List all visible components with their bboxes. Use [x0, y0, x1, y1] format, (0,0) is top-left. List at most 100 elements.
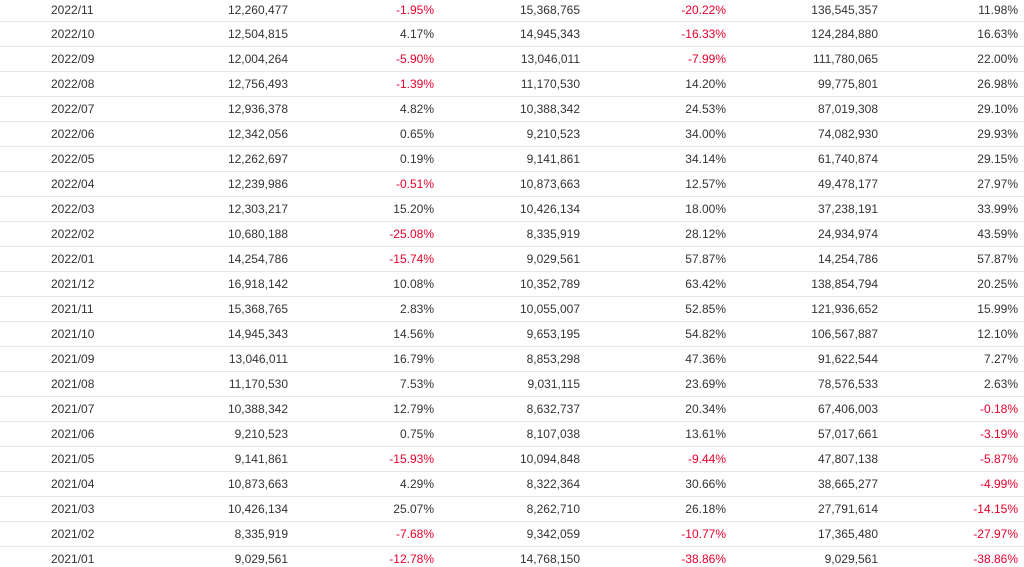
table-row: 2021/07 10,388,342 12.79% 8,632,737 20.34% 67…	[0, 396, 1024, 422]
table-row: 2022/07 12,936,378 4.82% 10,388,342 24.53% 87…	[0, 96, 1024, 122]
cell-cumulative-yoy: -38.86%	[878, 546, 1024, 567]
cell-revenue: 11,170,530	[96, 371, 288, 397]
cell-revenue-yoy: 34.14%	[580, 146, 726, 172]
table-row: 2021/10 14,945,343 14.56% 9,653,195 54.82% 10…	[0, 321, 1024, 347]
cell-revenue: 15,368,765	[96, 296, 288, 322]
table-row: 2022/03 12,303,217 15.20% 10,426,134 18.00% 3…	[0, 196, 1024, 222]
cell-revenue: 12,504,815	[96, 21, 288, 47]
cell-revenue: 10,873,663	[96, 471, 288, 497]
cell-revenue-mom: 25.07%	[288, 496, 434, 522]
cell-cumulative-revenue: 124,284,880	[726, 21, 878, 47]
cell-revenue: 16,918,142	[96, 271, 288, 297]
cell-last-year-revenue: 11,170,530	[434, 71, 580, 97]
cell-month: 2021/08	[0, 371, 96, 397]
cell-cumulative-revenue: 74,082,930	[726, 121, 878, 147]
cell-revenue: 12,260,477	[96, 0, 288, 22]
cell-revenue-yoy: -10.77%	[580, 521, 726, 547]
cell-cumulative-revenue: 61,740,874	[726, 146, 878, 172]
cell-month: 2021/01	[0, 546, 96, 567]
cell-revenue: 12,239,986	[96, 171, 288, 197]
cell-revenue: 12,004,264	[96, 46, 288, 72]
cell-revenue-yoy: -7.99%	[580, 46, 726, 72]
cell-revenue-mom: 0.75%	[288, 421, 434, 447]
cell-last-year-revenue: 9,141,861	[434, 146, 580, 172]
cell-last-year-revenue: 10,388,342	[434, 96, 580, 122]
cell-revenue-yoy: 14.20%	[580, 71, 726, 97]
cell-month: 2022/11	[0, 0, 96, 22]
cell-revenue-yoy: -16.33%	[580, 21, 726, 47]
cell-last-year-revenue: 10,426,134	[434, 196, 580, 222]
cell-cumulative-yoy: 15.99%	[878, 296, 1024, 322]
cell-cumulative-yoy: 43.59%	[878, 221, 1024, 247]
cell-revenue-mom: 10.08%	[288, 271, 434, 297]
cell-revenue-yoy: 12.57%	[580, 171, 726, 197]
cell-cumulative-yoy: 27.97%	[878, 171, 1024, 197]
cell-month: 2022/06	[0, 121, 96, 147]
cell-last-year-revenue: 10,873,663	[434, 171, 580, 197]
cell-revenue-yoy: 30.66%	[580, 471, 726, 497]
table-row: 2021/02 8,335,919 -7.68% 9,342,059 -10.77% 17…	[0, 521, 1024, 547]
cell-cumulative-revenue: 47,807,138	[726, 446, 878, 472]
cell-cumulative-revenue: 106,567,887	[726, 321, 878, 347]
cell-month: 2021/05	[0, 446, 96, 472]
cell-revenue: 12,936,378	[96, 96, 288, 122]
cell-revenue-yoy: 24.53%	[580, 96, 726, 122]
cell-last-year-revenue: 8,853,298	[434, 346, 580, 372]
cell-last-year-revenue: 10,055,007	[434, 296, 580, 322]
cell-month: 2022/01	[0, 246, 96, 272]
cell-last-year-revenue: 13,046,011	[434, 46, 580, 72]
cell-revenue: 12,262,697	[96, 146, 288, 172]
table-row: 2022/09 12,004,264 -5.90% 13,046,011 -7.99% 1…	[0, 46, 1024, 72]
table-row: 2021/03 10,426,134 25.07% 8,262,710 26.18% 27…	[0, 496, 1024, 522]
table-row: 2021/12 16,918,142 10.08% 10,352,789 63.42% 1…	[0, 271, 1024, 297]
cell-cumulative-yoy: 16.63%	[878, 21, 1024, 47]
cell-revenue-yoy: 54.82%	[580, 321, 726, 347]
cell-revenue-mom: -7.68%	[288, 521, 434, 547]
cell-cumulative-revenue: 99,775,801	[726, 71, 878, 97]
cell-month: 2021/03	[0, 496, 96, 522]
cell-month: 2021/02	[0, 521, 96, 547]
cell-revenue-mom: -5.90%	[288, 46, 434, 72]
cell-revenue: 14,254,786	[96, 246, 288, 272]
cell-revenue-mom: 4.82%	[288, 96, 434, 122]
cell-cumulative-revenue: 37,238,191	[726, 196, 878, 222]
cell-last-year-revenue: 9,653,195	[434, 321, 580, 347]
cell-revenue-mom: -0.51%	[288, 171, 434, 197]
cell-cumulative-revenue: 91,622,544	[726, 346, 878, 372]
cell-revenue-mom: 12.79%	[288, 396, 434, 422]
cell-month: 2022/09	[0, 46, 96, 72]
table-row: 2021/01 9,029,561 -12.78% 14,768,150 -38.86%…	[0, 546, 1024, 567]
cell-revenue-mom: 14.56%	[288, 321, 434, 347]
cell-month: 2022/08	[0, 71, 96, 97]
cell-last-year-revenue: 8,632,737	[434, 396, 580, 422]
cell-last-year-revenue: 15,368,765	[434, 0, 580, 22]
cell-cumulative-revenue: 49,478,177	[726, 171, 878, 197]
cell-revenue-yoy: 57.87%	[580, 246, 726, 272]
cell-cumulative-yoy: 12.10%	[878, 321, 1024, 347]
cell-revenue: 10,680,188	[96, 221, 288, 247]
cell-cumulative-revenue: 24,934,974	[726, 221, 878, 247]
cell-revenue: 14,945,343	[96, 321, 288, 347]
cell-cumulative-yoy: 11.98%	[878, 0, 1024, 22]
cell-revenue-mom: 7.53%	[288, 371, 434, 397]
cell-revenue-yoy: 63.42%	[580, 271, 726, 297]
cell-cumulative-yoy: -3.19%	[878, 421, 1024, 447]
table-row: 2022/02 10,680,188 -25.08% 8,335,919 28.12% 2…	[0, 221, 1024, 247]
cell-revenue: 10,388,342	[96, 396, 288, 422]
cell-cumulative-revenue: 14,254,786	[726, 246, 878, 272]
cell-revenue-yoy: -9.44%	[580, 446, 726, 472]
cell-revenue-yoy: 47.36%	[580, 346, 726, 372]
cell-cumulative-yoy: -14.15%	[878, 496, 1024, 522]
cell-revenue-yoy: -38.86%	[580, 546, 726, 567]
cell-revenue-mom: 16.79%	[288, 346, 434, 372]
cell-month: 2022/03	[0, 196, 96, 222]
table-row: 2021/05 9,141,861 -15.93% 10,094,848 -9.44% 4…	[0, 446, 1024, 472]
cell-cumulative-revenue: 136,545,357	[726, 0, 878, 22]
cell-cumulative-yoy: 2.63%	[878, 371, 1024, 397]
table-row: 2022/04 12,239,986 -0.51% 10,873,663 12.57% 4…	[0, 171, 1024, 197]
cell-cumulative-revenue: 9,029,561	[726, 546, 878, 567]
cell-cumulative-yoy: 20.25%	[878, 271, 1024, 297]
cell-cumulative-revenue: 87,019,308	[726, 96, 878, 122]
cell-cumulative-yoy: -27.97%	[878, 521, 1024, 547]
cell-revenue-mom: 0.65%	[288, 121, 434, 147]
